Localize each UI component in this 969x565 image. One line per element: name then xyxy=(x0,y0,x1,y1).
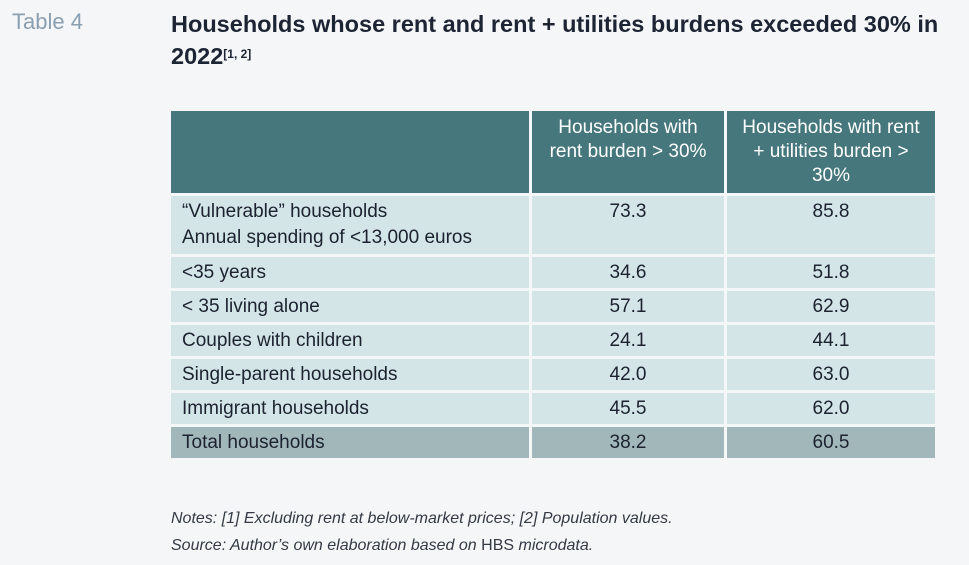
title-text: Households whose rent and rent + utiliti… xyxy=(171,11,939,69)
row-label: Total households xyxy=(171,427,529,458)
row-label-main: “Vulnerable” households xyxy=(182,201,388,222)
table-row: <35 years 34.6 51.8 xyxy=(171,257,935,288)
row-label: < 35 living alone xyxy=(171,291,529,322)
table-row: Couples with children 24.1 44.1 xyxy=(171,325,935,356)
table-number-label: Table 4 xyxy=(12,9,83,34)
source-prefix: Source: Author’s own elaboration based o… xyxy=(171,537,482,554)
rent-utilities-value: 85.8 xyxy=(727,196,935,254)
header-rent-utilities-burden: Households with rent + utilities burden … xyxy=(727,111,935,193)
rent-burden-value: 42.0 xyxy=(532,359,724,390)
source-suffix: microdata. xyxy=(514,537,594,554)
row-label: Immigrant households xyxy=(171,393,529,424)
table-title: Households whose rent and rent + utiliti… xyxy=(171,8,961,72)
table-row: “Vulnerable” households Annual spending … xyxy=(171,196,935,254)
source-line: Source: Author’s own elaboration based o… xyxy=(171,532,673,559)
notes-line: Notes: [1] Excluding rent at below-marke… xyxy=(171,510,673,527)
table-row: < 35 living alone 57.1 62.9 xyxy=(171,291,935,322)
rent-utilities-value: 62.0 xyxy=(727,393,935,424)
rent-burden-value: 45.5 xyxy=(532,393,724,424)
source-dataset: HBS xyxy=(481,537,515,554)
rent-burden-value: 24.1 xyxy=(532,325,724,356)
row-label: Single-parent households xyxy=(171,359,529,390)
rent-utilities-value: 51.8 xyxy=(727,257,935,288)
title-footnote-ref: [1, 2] xyxy=(223,47,252,61)
header-row: Households with rent burden > 30% Househ… xyxy=(171,111,935,193)
rent-burden-value: 34.6 xyxy=(532,257,724,288)
header-rent-burden: Households with rent burden > 30% xyxy=(532,111,724,193)
rent-utilities-value: 60.5 xyxy=(727,427,935,458)
data-table: Households with rent burden > 30% Househ… xyxy=(168,108,938,461)
row-label: Couples with children xyxy=(171,325,529,356)
rent-utilities-value: 62.9 xyxy=(727,291,935,322)
rent-utilities-value: 44.1 xyxy=(727,325,935,356)
table-notes: Notes: [1] Excluding rent at below-marke… xyxy=(171,505,673,559)
row-label: “Vulnerable” households Annual spending … xyxy=(171,196,529,254)
row-label: <35 years xyxy=(171,257,529,288)
table-row: Immigrant households 45.5 62.0 xyxy=(171,393,935,424)
rent-burden-value: 38.2 xyxy=(532,427,724,458)
header-empty-cell xyxy=(171,111,529,193)
table-row: Single-parent households 42.0 63.0 xyxy=(171,359,935,390)
rent-burden-value: 73.3 xyxy=(532,196,724,254)
rent-burden-value: 57.1 xyxy=(532,291,724,322)
rent-utilities-value: 63.0 xyxy=(727,359,935,390)
total-row: Total households 38.2 60.5 xyxy=(171,427,935,458)
row-label-sub: Annual spending of <13,000 euros xyxy=(182,227,472,248)
